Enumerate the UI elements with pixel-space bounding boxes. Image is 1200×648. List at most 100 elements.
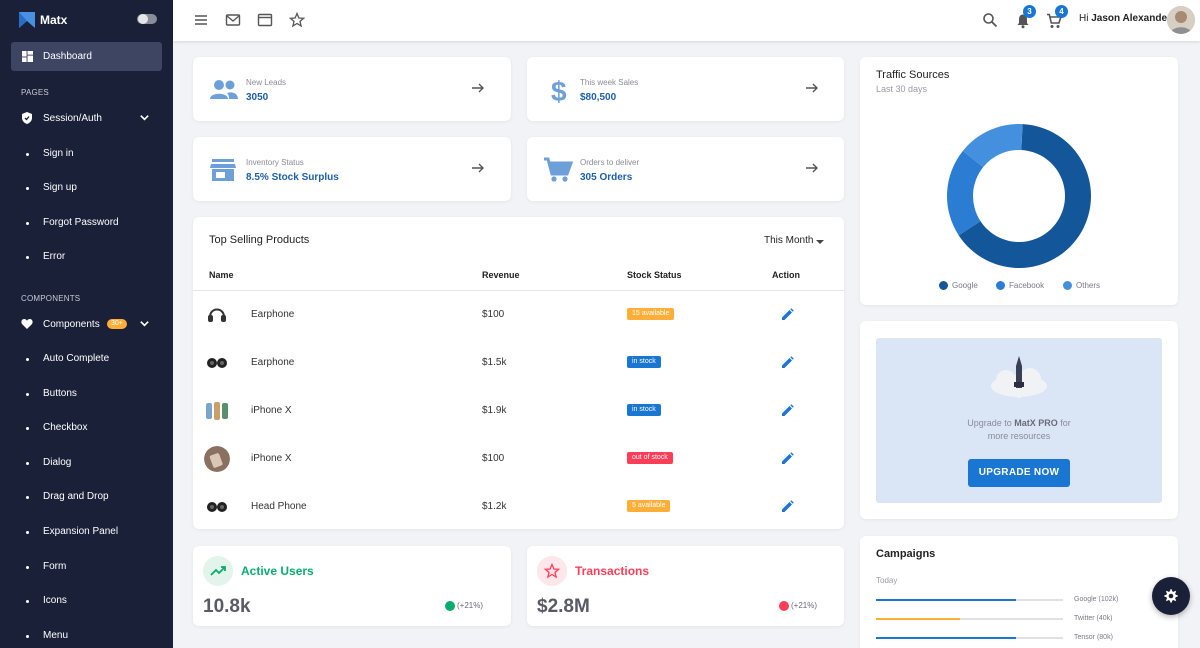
sidebar-compact-toggle[interactable] [137,14,157,24]
bullet-icon [26,496,29,499]
mail-icon[interactable] [225,12,241,28]
campaign-progress-bar [876,599,1063,601]
sidebar-item-checkbox[interactable]: Checkbox [0,417,173,439]
product-revenue: $1.5k [482,357,507,368]
bullet-icon [26,153,29,156]
bullet-icon [26,222,29,225]
sidebar-item-label: Auto Complete [43,353,110,364]
sidebar-item-auto-complete[interactable]: Auto Complete [0,348,173,370]
sidebar-item-label: Dialog [43,457,72,468]
campaign-progress-fill [876,599,1017,601]
arrow-forward-icon[interactable] [471,161,485,175]
product-name: Earphone [251,309,295,320]
sidebar-item-sign-in[interactable]: Sign in [0,143,173,165]
arrow-forward-icon[interactable] [805,81,819,95]
stat-value: 3050 [246,92,269,103]
bullet-icon [26,635,29,638]
bullet-icon [26,187,29,190]
product-name: Head Phone [251,501,307,512]
menu-icon[interactable] [193,12,209,28]
settings-fab[interactable] [1152,577,1190,615]
product-image [206,402,228,420]
sidebar-item-dialog[interactable]: Dialog [0,452,173,474]
avatar[interactable] [1167,6,1195,34]
donut-slice-facebook[interactable] [947,150,984,236]
sidebar-item-dashboard[interactable]: Dashboard [11,42,162,71]
edit-icon[interactable] [781,500,794,513]
campaigns-period: Today [876,576,898,585]
table-row: Head Phone $1.2k 5 available [193,486,845,526]
sidebar-item-expansion-panel[interactable]: Expansion Panel [0,521,173,543]
sidebar-item-session-auth[interactable]: Session/Auth [0,108,173,130]
sidebar-item-buttons[interactable]: Buttons [0,383,173,405]
sidebar-item-label: Form [43,561,67,572]
legend-item-facebook[interactable]: Facebook [996,281,1044,290]
legend-item-google[interactable]: Google [939,281,978,290]
sidebar-item-menu[interactable]: Menu [0,625,173,647]
arrow-forward-icon[interactable] [471,81,485,95]
sidebar-item-label: Session/Auth [43,113,102,124]
donut-slice-google[interactable] [958,124,1091,268]
upgrade-now-button[interactable]: UPGRADE NOW [968,459,1070,487]
sidebar-item-label: Forgot Password [43,217,119,228]
product-image [207,502,227,512]
edit-icon[interactable] [781,308,794,321]
matx-logo-icon [19,12,35,28]
table-row: Earphone $100 15 available [193,294,845,334]
user-name: Jason Alexander [1091,13,1171,24]
product-revenue: $100 [482,453,505,464]
chevron-down-icon [140,321,149,327]
period-select[interactable]: This Month [764,235,824,246]
sidebar-item-forgot-password[interactable]: Forgot Password [0,212,173,234]
user-greeting: Hi Jason Alexander [1079,13,1171,24]
sidebar-item-label: Sign in [43,148,74,159]
search-icon[interactable] [982,12,998,28]
edit-icon[interactable] [781,452,794,465]
donut-slice-others[interactable] [962,124,1023,168]
sidebar-item-label: Drag and Drop [43,491,109,502]
stat-value: 305 Orders [580,172,633,183]
legend-item-others[interactable]: Others [1063,281,1100,290]
brand[interactable]: Matx [19,11,67,29]
web-asset-icon[interactable] [257,12,273,28]
arrow-forward-icon[interactable] [805,161,819,175]
edit-icon[interactable] [781,356,794,369]
sidebar-item-form[interactable]: Form [0,556,173,578]
sidebar-item-label: Expansion Panel [43,526,119,537]
section-label-components: COMPONENTS [21,294,81,303]
stat-card-new-leads: New Leads 3050 [193,57,511,121]
period-select-value: This Month [764,235,814,246]
components-count-badge: 30+ [107,319,127,329]
sidebar-item-drag-and-drop[interactable]: Drag and Drop [0,486,173,508]
heart-icon [21,319,33,329]
legend-label: Google [952,281,978,290]
dollar-icon: $ [551,77,567,103]
dropdown-arrow-icon [816,240,824,244]
bullet-icon [26,358,29,361]
dashboard-icon [22,51,33,62]
card-title: Traffic Sources [876,69,950,81]
sidebar-item-components[interactable]: Components 30+ [0,314,173,336]
card-title: Top Selling Products [209,234,310,246]
arrow-up-circle-icon [445,601,455,611]
campaign-progress-fill [876,618,961,620]
kpi-change: (+21%) [445,601,484,611]
greeting-text: Hi [1079,13,1089,24]
sidebar-item-sign-up[interactable]: Sign up [0,177,173,199]
status-badge: 15 available [627,308,675,320]
edit-icon[interactable] [781,404,794,417]
sidebar-item-icons[interactable]: Icons [0,590,173,612]
section-label-pages: PAGES [21,88,49,97]
legend-dot-icon [1063,281,1072,290]
upgrade-text-pre: Upgrade to [967,418,1012,428]
column-header-name: Name [209,270,234,280]
bullet-icon [26,531,29,534]
column-header-stock-status: Stock Status [627,270,682,280]
chevron-down-icon [140,115,149,121]
table-row: iPhone X $1.9k in stock [193,390,845,430]
kpi-change-text: (+21%) [457,601,484,610]
legend-dot-icon [939,281,948,290]
star-outline-icon[interactable] [289,12,305,28]
kpi-value: $2.8M [537,596,590,617]
sidebar-item-error[interactable]: Error [0,246,173,268]
